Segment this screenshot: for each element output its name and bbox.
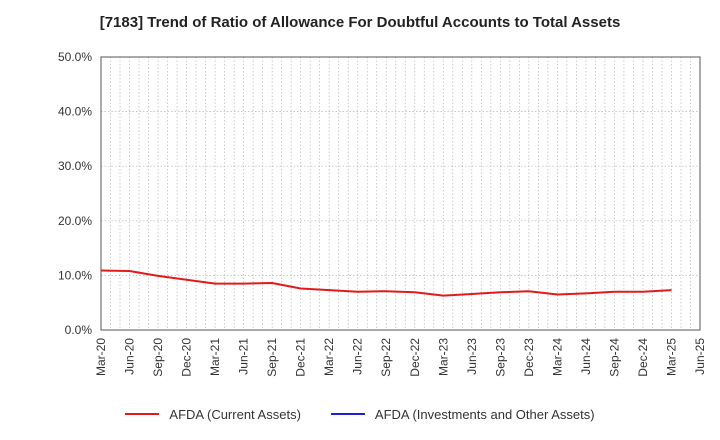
x-tick-label: Mar-24 — [550, 338, 564, 376]
axis-ticks: 0.0% 10.0% 20.0% 30.0% 40.0% 50.0% Mar-20 Jun-2… — [58, 50, 707, 377]
x-tick-label: Dec-23 — [522, 338, 536, 377]
y-tick-label: 0.0% — [65, 323, 93, 337]
x-tick-label: Mar-25 — [664, 338, 678, 376]
legend: AFDA (Current Assets) AFDA (Investments … — [0, 404, 720, 424]
x-tick-label: Dec-21 — [294, 338, 308, 377]
y-tick-label: 40.0% — [58, 105, 92, 119]
x-tick-label: Sep-20 — [151, 338, 165, 377]
x-tick-label: Sep-22 — [379, 338, 393, 377]
y-tick-label: 50.0% — [58, 50, 92, 64]
legend-item-investments: AFDA (Investments and Other Assets) — [330, 406, 595, 422]
x-tick-label: Dec-20 — [180, 338, 194, 377]
x-tick-label: Jun-23 — [465, 338, 479, 375]
x-tick-label: Jun-25 — [693, 338, 707, 375]
series-lines — [100, 269, 672, 297]
legend-item-current-assets: AFDA (Current Assets) — [125, 406, 301, 422]
x-tick-label: Sep-24 — [607, 338, 621, 377]
x-tick-label: Jun-22 — [351, 338, 365, 375]
x-tick-label: Dec-22 — [408, 338, 422, 377]
x-tick-label: Mar-20 — [94, 338, 108, 376]
x-tick-label: Mar-23 — [436, 338, 450, 376]
legend-label-current-assets: AFDA (Current Assets) — [169, 406, 301, 422]
x-tick-label: Sep-23 — [493, 338, 507, 377]
x-tick-label: Mar-21 — [208, 338, 222, 376]
plot-frame — [100, 56, 701, 331]
legend-label-investments: AFDA (Investments and Other Assets) — [374, 406, 595, 422]
x-tick-label: Dec-24 — [636, 338, 650, 377]
grid-lines — [101, 57, 700, 330]
x-tick-label: Jun-20 — [123, 338, 137, 375]
y-tick-label: 30.0% — [58, 159, 92, 173]
x-tick-label: Jun-24 — [579, 338, 593, 375]
x-tick-label: Mar-22 — [322, 338, 336, 376]
y-tick-label: 10.0% — [58, 268, 92, 282]
x-tick-label: Sep-21 — [265, 338, 279, 377]
chart-title: [7183] Trend of Ratio of Allowance For D… — [99, 14, 621, 31]
legend-swatch-current-assets — [125, 413, 160, 415]
y-tick-label: 20.0% — [58, 214, 92, 228]
series-line-0 — [100, 269, 672, 297]
legend-swatch-investments — [330, 413, 365, 415]
x-tick-label: Jun-21 — [237, 338, 251, 375]
